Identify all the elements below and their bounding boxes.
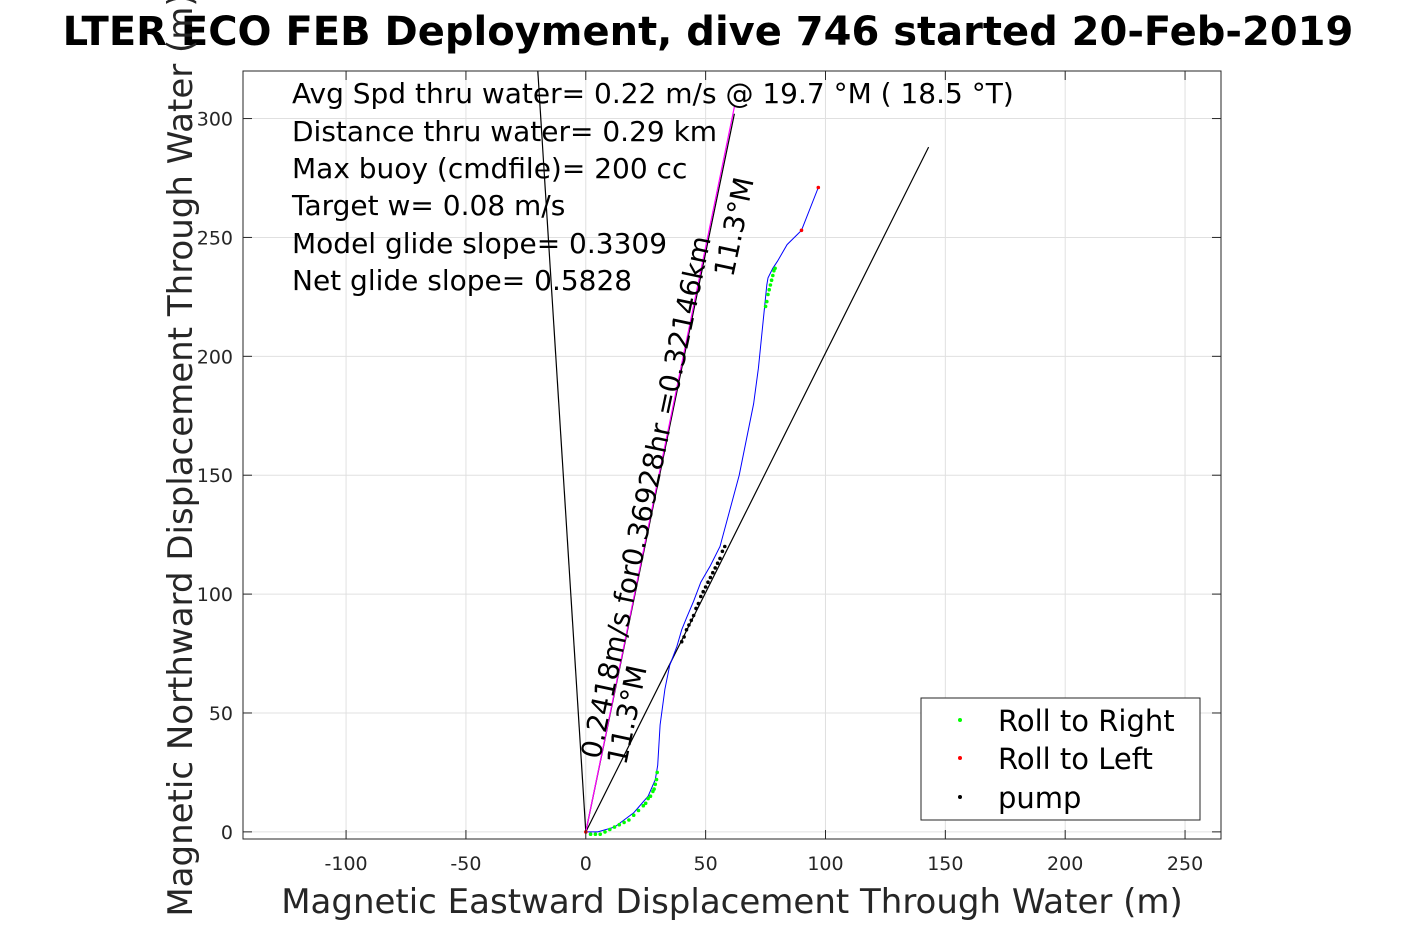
marker-roll-to-left xyxy=(799,228,804,233)
y-tick-label: 300 xyxy=(197,109,233,131)
marker-roll-to-right xyxy=(593,832,598,836)
annotation-avg-speed: Avg Spd thru water= 0.22 m/s @ 19.7 °M (… xyxy=(292,77,1014,110)
legend-marker-roll-left xyxy=(958,756,962,760)
marker-roll-to-right xyxy=(765,299,769,304)
marker-pump xyxy=(682,635,686,639)
y-axis-label: Magnetic Northward Displacement Through … xyxy=(161,0,201,917)
marker-roll-to-right xyxy=(603,830,607,834)
annotation-distance: Distance thru water= 0.29 km xyxy=(292,115,717,148)
legend-label-roll-right: Roll to Right xyxy=(998,704,1175,738)
annotation-max-buoy: Max buoy (cmdfile)= 200 cc xyxy=(292,152,687,185)
y-tick-label: 250 xyxy=(197,227,233,249)
marker-pump xyxy=(711,570,715,575)
reference-line xyxy=(585,106,735,833)
legend-label-pump: pump xyxy=(998,781,1081,815)
annotation-net-glide-slope: Net glide slope= 0.5828 xyxy=(292,264,632,297)
marker-pump xyxy=(696,601,701,606)
marker-roll-to-right xyxy=(769,278,774,283)
marker-roll-to-right xyxy=(655,770,659,775)
y-tick-label: 100 xyxy=(197,584,233,606)
marker-pump xyxy=(691,613,696,618)
marker-roll-to-right xyxy=(773,266,777,271)
x-tick-label: -50 xyxy=(450,853,481,875)
annotation-block: Avg Spd thru water= 0.22 m/s @ 19.7 °M (… xyxy=(291,77,1014,297)
x-tick-label: -100 xyxy=(325,853,368,875)
marker-roll-to-left xyxy=(816,185,821,190)
track-line xyxy=(585,187,819,833)
marker-roll-to-right xyxy=(767,287,771,292)
marker-pump xyxy=(699,594,703,599)
legend: Roll to Right Roll to Left pump xyxy=(920,697,1201,821)
marker-pump xyxy=(684,628,689,632)
marker-roll-to-right xyxy=(766,292,770,297)
annotation-model-glide-slope: Model glide slope= 0.3309 xyxy=(292,227,667,260)
marker-pump xyxy=(679,639,684,644)
plot-frame xyxy=(242,70,1222,840)
marker-roll-to-right xyxy=(612,825,617,829)
marker-roll-to-right xyxy=(646,796,650,801)
reference-line xyxy=(585,146,930,833)
marker-pump xyxy=(701,589,705,594)
chart-title: LTER ECO FEB Deployment, dive 746 starte… xyxy=(63,9,1354,55)
axis-ticks: -100 -50 0 50 100 150 200 250 0 50 100 150 200 250 300 xyxy=(197,71,1221,875)
marker-roll-to-right xyxy=(653,782,658,787)
marker-roll-to-right xyxy=(627,818,631,822)
marker-pump xyxy=(703,585,708,589)
marker-roll-to-right xyxy=(643,801,648,806)
annotation-target-w: Target w= 0.08 m/s xyxy=(291,189,565,222)
marker-pump xyxy=(689,618,694,623)
marker-pump xyxy=(694,606,698,611)
reference-line xyxy=(537,71,587,832)
x-tick-label: 0 xyxy=(580,853,592,875)
marker-pump xyxy=(718,556,722,561)
y-tick-label: 0 xyxy=(221,822,233,844)
marker-roll-to-right xyxy=(641,803,646,808)
marker-roll-to-right xyxy=(654,777,659,782)
marker-roll-to-right xyxy=(598,832,602,836)
x-tick-label: 250 xyxy=(1167,853,1203,875)
marker-pump xyxy=(706,580,710,584)
y-tick-label: 50 xyxy=(209,703,233,725)
x-tick-label: 50 xyxy=(694,853,718,875)
x-tick-label: 150 xyxy=(927,853,963,875)
marker-pump xyxy=(713,566,717,570)
marker-roll-to-right xyxy=(631,813,636,817)
y-tick-label: 150 xyxy=(197,465,233,487)
legend-label-roll-left: Roll to Left xyxy=(998,742,1153,776)
marker-roll-to-right xyxy=(652,787,656,791)
marker-pump xyxy=(723,544,727,549)
marker-pump xyxy=(708,575,713,580)
x-axis-label: Magnetic Eastward Displacement Through W… xyxy=(281,882,1183,922)
reference-lines xyxy=(537,71,930,833)
marker-roll-to-right xyxy=(636,808,641,813)
marker-roll-to-right xyxy=(648,794,653,798)
marker-pump xyxy=(715,561,720,565)
marker-roll-to-right xyxy=(622,820,626,825)
marker-pump xyxy=(687,623,691,627)
x-tick-label: 100 xyxy=(807,853,843,875)
legend-marker-pump xyxy=(958,795,962,799)
marker-pump xyxy=(720,549,725,554)
marker-roll-to-right xyxy=(771,273,775,278)
marker-roll-to-right xyxy=(617,822,622,827)
track-lines xyxy=(585,187,819,833)
marker-roll-to-right xyxy=(608,827,612,832)
y-tick-label: 200 xyxy=(197,346,233,368)
legend-marker-roll-right xyxy=(958,718,962,722)
legend-box xyxy=(920,697,1201,821)
marker-roll-to-right xyxy=(763,304,768,309)
marker-roll-to-right xyxy=(588,832,593,836)
x-tick-label: 200 xyxy=(1047,853,1083,875)
marker-roll-to-right xyxy=(768,283,773,287)
